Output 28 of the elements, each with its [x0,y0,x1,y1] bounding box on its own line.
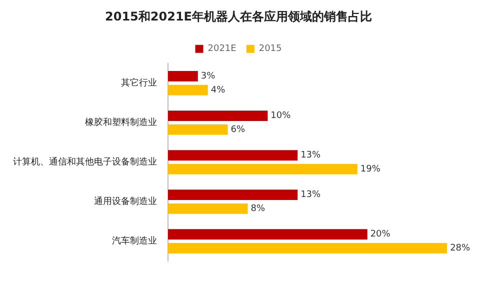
legend-label: 2015 [258,44,282,54]
legend-label: 2021E [208,44,237,54]
y-tick-label: 通用设备制造业 [94,196,157,208]
data-label: 20% [370,230,391,240]
bar [168,84,208,96]
bar [168,229,368,240]
data-label: 13% [300,150,322,161]
data-label: 19% [360,164,381,174]
data-label: 13% [300,190,322,200]
bar [168,190,298,200]
y-tick-label: 汽车制造业 [112,236,157,247]
y-tick-label: 橡胶和塑料制造业 [85,117,157,128]
bar [168,203,248,214]
bar [168,150,298,160]
bar [168,242,448,254]
data-label: 4% [210,85,226,96]
bar [168,110,268,121]
chart-title: 2015和2021E年机器人在各应用领域的销售占比 [105,9,372,24]
bar [168,124,228,135]
y-tick-label: 其它行业 [121,78,157,89]
y-tick-label: 计算机、通信和其他电子设备制造业 [13,156,157,168]
data-label: 28% [450,244,471,254]
bar [168,71,198,82]
data-label: 8% [250,204,266,214]
data-label: 3% [200,72,216,82]
data-label: 10% [270,111,292,122]
bar [168,164,358,174]
data-label: 6% [230,124,246,135]
